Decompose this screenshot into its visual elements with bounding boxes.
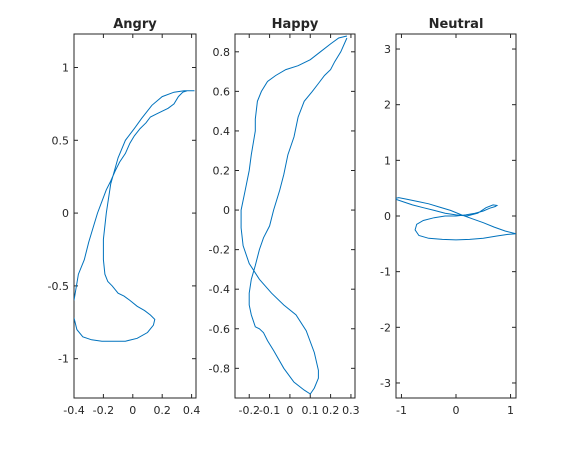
- neutral-x-tick-label: 0: [453, 404, 460, 417]
- angry-x-tick-label: 0.2: [153, 404, 171, 417]
- happy-x-tick-label: -0.2: [239, 404, 260, 417]
- happy-y-tick-label: 0.2: [213, 165, 231, 178]
- angry-x-tick-label: -0.4: [63, 404, 84, 417]
- angry-x-tick-label: -0.2: [93, 404, 114, 417]
- happy-axes-box: [234, 33, 356, 399]
- subplot-angry: Angry -0.4 -0.2 0 0.2 0.4 -1 -0.5 0 0.5 1: [48, 17, 201, 417]
- neutral-y-tick-label: 1: [384, 154, 391, 167]
- neutral-y-tick-label: -1: [380, 266, 391, 279]
- neutral-series-line: [396, 197, 516, 241]
- subplot-neutral: Neutral -1 0 1 -3 -2 -1 0 1 2 3: [380, 17, 517, 417]
- angry-title: Angry: [113, 17, 157, 32]
- happy-y-tick-label: 0.8: [213, 46, 231, 59]
- angry-series-line: [74, 90, 195, 342]
- angry-y-tick-label: -0.5: [48, 280, 69, 293]
- subplot-happy: Happy-0.2-0.1 0 0.1 0.2 0.3-0.8-0.6-0.4-0.20…: [209, 17, 360, 417]
- angry-y-tick-label: -1: [58, 353, 69, 366]
- happy-y-tick-label: -0.4: [209, 283, 230, 296]
- neutral-title: Neutral: [429, 17, 484, 32]
- angry-axes-box: [73, 33, 197, 399]
- angry-y-tick-label: 0: [62, 207, 69, 220]
- angry-x-tick-label: 0.4: [183, 404, 201, 417]
- happy-y-tick-label: 0.6: [213, 85, 231, 98]
- angry-y-tick-label: 1: [62, 61, 69, 74]
- neutral-x-tick-label: -1: [396, 404, 407, 417]
- angry-x-tick-label: 0: [129, 404, 136, 417]
- neutral-y-tick-label: -3: [380, 377, 391, 390]
- neutral-y-tick-label: -2: [380, 321, 391, 334]
- neutral-y-tick-label: 0: [384, 210, 391, 223]
- happy-x-tick-label: 0.2: [322, 404, 340, 417]
- happy-title: Happy: [272, 17, 319, 32]
- happy-x-tick-label: -0.1: [259, 404, 280, 417]
- happy-y-tick-label: 0.4: [213, 125, 231, 138]
- happy-x-tick-label: 0.1: [302, 404, 320, 417]
- happy-x-tick-label: 0: [286, 404, 293, 417]
- neutral-x-tick-label: 1: [507, 404, 514, 417]
- neutral-y-tick-label: 3: [384, 43, 391, 56]
- neutral-y-tick-label: 2: [384, 99, 391, 112]
- happy-series-line: [240, 35, 348, 395]
- happy-y-tick-label: -0.2: [209, 244, 230, 257]
- happy-y-tick-label: 0: [223, 204, 230, 217]
- happy-y-tick-label: -0.6: [209, 323, 230, 336]
- angry-y-tick-label: 0.5: [52, 134, 70, 147]
- happy-x-tick-label: 0.3: [342, 404, 360, 417]
- happy-y-tick-label: -0.8: [209, 362, 230, 375]
